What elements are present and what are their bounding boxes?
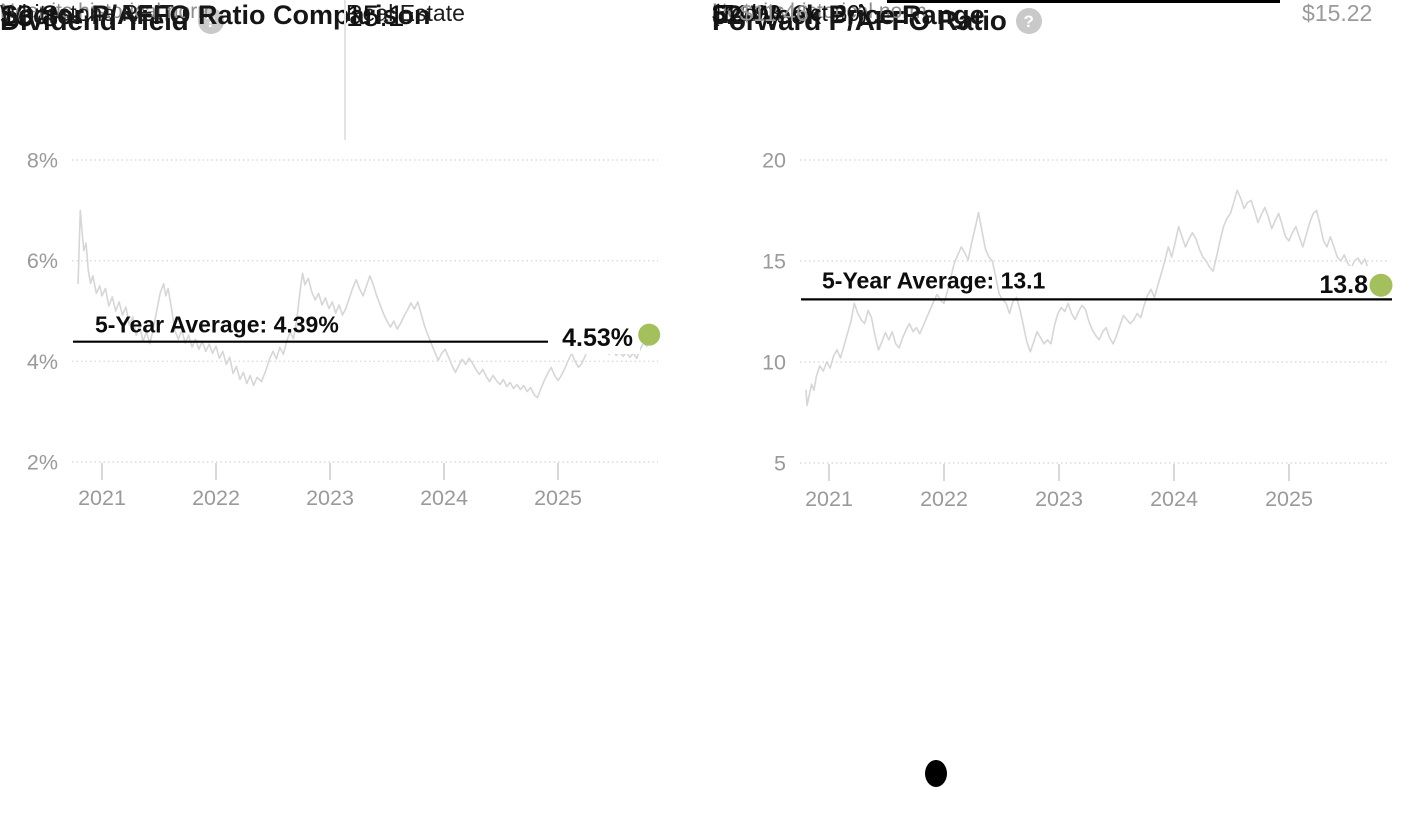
average-label: 5-Year Average: 4.39%	[95, 312, 339, 338]
comparison-col2-value: 15.1	[346, 0, 405, 33]
paffo-header: Forward P/AFFO Ratio ?	[712, 0, 1042, 42]
price-range-track	[887, 0, 1280, 3]
y-tick-label: 8%	[27, 149, 58, 173]
y-tick-label: 20	[762, 149, 786, 173]
paffo-title: Forward P/AFFO Ratio	[712, 5, 1007, 36]
x-tick-label: 2022	[920, 487, 968, 511]
x-tick-label: 2024	[420, 486, 468, 510]
y-tick-label: 2%	[27, 451, 58, 475]
comparison-col1-value: 13.8	[0, 0, 59, 33]
series-path	[805, 189, 1382, 407]
current-value-dot	[638, 323, 661, 346]
series-path	[77, 209, 650, 399]
range-high-label: $15.22	[1302, 0, 1373, 26]
y-tick-label: 4%	[27, 350, 58, 374]
range-low-label: $11.46	[740, 0, 809, 26]
x-tick-label: 2021	[805, 487, 853, 511]
current-value-label: 4.53%	[562, 324, 633, 352]
current-label-bg	[1310, 266, 1374, 296]
y-tick-label: 5	[774, 452, 786, 476]
current-price-note: (Today, Oct 20)	[712, 0, 868, 26]
price-range-title: 52-Week Price Range	[712, 0, 985, 30]
current-price-dot	[925, 759, 948, 787]
average-label: 5-Year Average: 13.1	[822, 267, 1046, 293]
current-value-dot	[1369, 273, 1393, 297]
comparison-col1-label: Whitestone REIT	[0, 0, 174, 26]
question-mark-icon[interactable]: ?	[1015, 8, 1042, 34]
current-value-label: 13.8	[1319, 271, 1368, 299]
x-tick-label: 2022	[192, 486, 240, 510]
y-tick-label: 10	[762, 351, 786, 375]
comparison-col2-label: Real Estate	[346, 0, 465, 26]
x-tick-label: 2023	[1035, 487, 1083, 511]
x-tick-label: 2024	[1150, 487, 1198, 511]
dividend-yield-subtitle: Near its historical norm	[0, 0, 215, 23]
question-mark-icon[interactable]: ?	[197, 8, 224, 34]
current-price-label: $11.93	[712, 0, 781, 26]
x-tick-label: 2025	[534, 486, 582, 510]
y-tick-label: 15	[762, 250, 786, 274]
current-label-bg	[548, 320, 640, 354]
y-tick-label: 6%	[27, 249, 58, 273]
x-tick-label: 2021	[78, 486, 126, 510]
comparison-divider	[344, 0, 346, 140]
x-tick-label: 2023	[306, 486, 354, 510]
sector-comparison-title: Sector P/AFFO Ratio Comparison	[0, 0, 431, 30]
paffo-subtitle: Near its historical norm	[712, 0, 927, 23]
x-tick-label: 2025	[1265, 487, 1313, 511]
dividend-yield-header: Dividend Yield ?	[0, 0, 224, 42]
dividend-yield-title: Dividend Yield	[0, 5, 189, 36]
